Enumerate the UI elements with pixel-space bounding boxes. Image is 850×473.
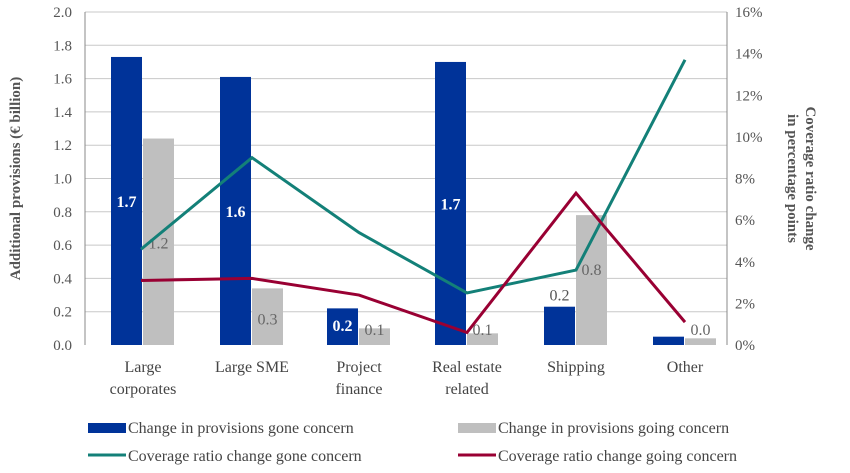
y-axis-title: Additional provisions (€ billion) (8, 77, 24, 281)
data-label: 1.7 (441, 196, 461, 213)
legend-label: Change in provisions going concern (498, 420, 729, 437)
y-right-tick-label: 6% (735, 213, 755, 229)
y-tick-label: 2.0 (53, 5, 72, 21)
x-tick-label: Shipping (547, 359, 605, 376)
bar (252, 288, 283, 345)
y-right-tick-label: 10% (735, 130, 763, 146)
y-right-tick-label: 8% (735, 172, 755, 188)
bar (327, 308, 358, 345)
data-label: 0.1 (659, 318, 679, 335)
data-label: 1.6 (226, 204, 246, 221)
y-right-tick-label: 4% (735, 255, 755, 271)
bar (435, 61, 466, 345)
bar (576, 215, 607, 345)
x-tick-label: Other (667, 359, 704, 376)
y-right-tick-label: 14% (735, 47, 763, 63)
y-tick-label: 0.2 (53, 305, 72, 321)
x-tick-label: Real estate (432, 359, 502, 376)
y-axis-right-title: in percentage points (784, 114, 800, 243)
bar (653, 336, 684, 345)
y-tick-label: 0.6 (53, 238, 72, 254)
legend-swatch (458, 423, 496, 433)
x-tick-label: related (445, 381, 489, 398)
legend-label: Coverage ratio change gone concern (128, 448, 362, 465)
legend-label: Coverage ratio change going concern (498, 448, 737, 465)
x-tick-label: finance (335, 381, 382, 398)
y-tick-label: 1.8 (53, 38, 72, 54)
legend-label: Change in provisions gone concern (128, 420, 354, 437)
y-tick-label: 0.0 (53, 338, 72, 354)
data-label: 1.7 (117, 194, 137, 211)
data-label: 0.2 (550, 288, 570, 305)
series-line (140, 59, 687, 295)
x-tick-label: Project (336, 359, 382, 376)
data-label: 0.2 (333, 318, 353, 335)
x-tick-label: Large SME (215, 359, 289, 376)
y-right-tick-label: 12% (735, 88, 763, 104)
bar (544, 306, 575, 345)
data-label: 0.1 (473, 322, 493, 339)
x-tick-label: Large (124, 359, 161, 376)
y-tick-label: 1.4 (53, 105, 72, 121)
y-tick-label: 1.6 (53, 72, 72, 88)
y-tick-label: 0.4 (53, 271, 72, 287)
bar (685, 338, 716, 345)
bar (111, 56, 142, 346)
x-tick-label: corporates (110, 381, 177, 398)
bar (220, 76, 251, 345)
y-tick-label: 0.8 (53, 205, 72, 221)
data-label: 0.8 (582, 262, 602, 279)
data-label: 0.1 (365, 322, 385, 339)
y-axis-right-title: Coverage ratio change (802, 106, 818, 250)
legend-swatch (88, 423, 126, 433)
data-label: 0.3 (258, 311, 278, 328)
data-label: 0.0 (691, 322, 711, 339)
y-right-tick-label: 2% (735, 296, 755, 312)
y-right-tick-label: 16% (735, 5, 763, 21)
y-right-tick-label: 0% (735, 338, 755, 354)
data-label: 1.2 (149, 236, 169, 253)
bar (359, 328, 390, 345)
series-line (140, 190, 687, 335)
y-tick-label: 1.0 (53, 172, 72, 188)
y-tick-label: 1.2 (53, 138, 72, 154)
bar (467, 333, 498, 345)
